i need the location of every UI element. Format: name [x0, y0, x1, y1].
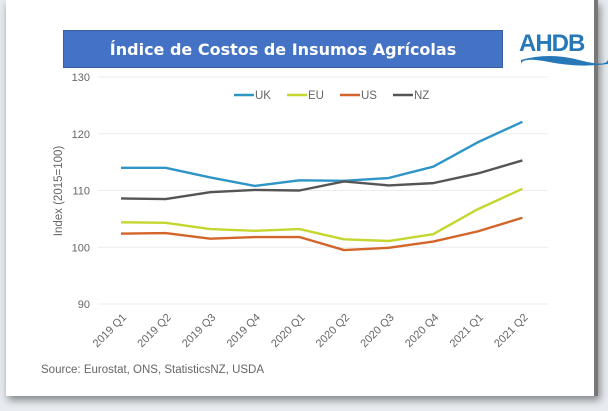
- x-tick-label: 2021 Q1: [448, 312, 486, 350]
- x-tick-label: 2019 Q4: [225, 312, 263, 350]
- legend-label-nz: NZ: [414, 90, 429, 102]
- y-tick-label: 120: [72, 129, 90, 141]
- x-tick-label: 2020 Q4: [403, 312, 441, 350]
- x-tick-label: 2019 Q3: [180, 312, 218, 350]
- source-note: Source: Eurostat, ONS, StatisticsNZ, USD…: [41, 364, 265, 376]
- x-tick-label: 2020 Q2: [314, 312, 352, 350]
- y-tick-label: 130: [72, 72, 90, 84]
- ahdb-logo: AHDB: [519, 30, 608, 70]
- logo-text: AHDB: [519, 30, 585, 57]
- y-tick-label: 90: [78, 299, 90, 311]
- x-tick-label: 2019 Q2: [135, 312, 173, 350]
- series-line-us: [120, 216, 523, 252]
- y-tick-label: 100: [72, 242, 90, 254]
- logo-wave-icon: [520, 56, 608, 66]
- x-tick-label: 2019 Q1: [91, 312, 129, 350]
- legend-label-uk: UK: [255, 90, 271, 102]
- series-line-nz: [120, 159, 523, 201]
- legend-label-us: US: [361, 90, 377, 102]
- y-tick-label: 110: [72, 186, 90, 198]
- chart-title: Índice de Costos de Insumos Agrícolas: [63, 30, 503, 68]
- series-line-eu: [120, 187, 523, 243]
- x-tick-label: 2021 Q2: [492, 312, 530, 350]
- series-line-uk: [121, 120, 523, 188]
- x-tick-label: 2020 Q1: [269, 312, 307, 350]
- y-axis-label: Index (2015=100): [53, 146, 65, 237]
- x-tick-label: 2020 Q3: [358, 312, 396, 350]
- legend-label-eu: EU: [308, 90, 324, 102]
